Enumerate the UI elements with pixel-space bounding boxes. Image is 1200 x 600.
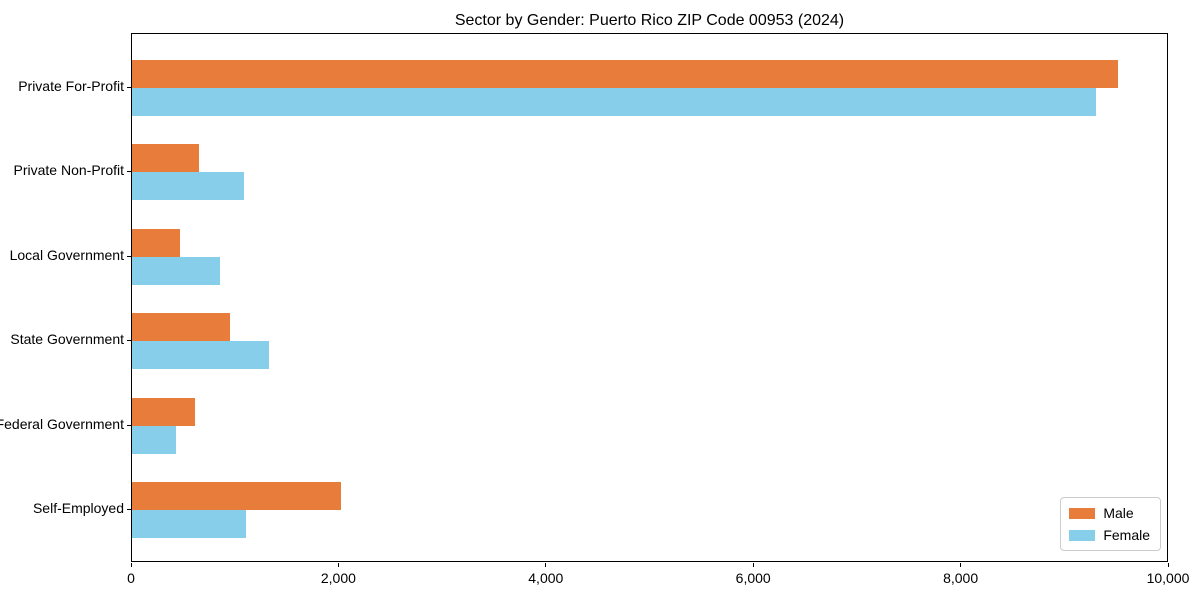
bar-female-private-non-profit [132,172,244,201]
x-tick-label-2000: 2,000 [320,570,356,586]
x-tick-label-8000: 8,000 [943,570,979,586]
legend-swatch-male-icon [1069,507,1096,519]
legend-label-female: Female [1103,527,1150,543]
x-tick-mark [337,563,339,567]
y-tick-mark [127,255,131,257]
x-tick-label-4000: 4,000 [528,570,564,586]
y-tick-label-federal-government: Federal Government [0,415,124,432]
bar-male-private-for-profit [132,60,1119,88]
bar-female-self-employed [132,510,246,538]
bar-female-local-government [132,256,220,285]
bar-female-federal-government [132,425,176,454]
bar-male-state-government [132,313,230,342]
bar-male-self-employed [132,482,341,510]
legend-item-male: Male [1069,505,1150,521]
x-tick-mark [752,563,754,567]
chart-title: Sector by Gender: Puerto Rico ZIP Code 0… [454,12,845,29]
x-tick-label-0: 0 [127,570,135,586]
bar-male-federal-government [132,397,195,426]
bar-female-state-government [132,341,269,370]
x-tick-label-6000: 6,000 [735,570,771,586]
y-tick-label-state-government: State Government [10,331,124,348]
legend: Male Female [1060,497,1161,551]
x-tick-mark [1167,563,1169,567]
y-tick-mark [127,171,131,173]
x-tick-mark [130,563,132,567]
y-tick-mark [127,424,131,426]
x-tick-label-10000: 10,000 [1146,570,1190,586]
y-tick-mark [127,87,131,88]
x-tick-mark [545,563,547,567]
legend-label-male: Male [1103,505,1134,521]
y-tick-label-local-government: Local Government [9,246,124,263]
bar-female-private-for-profit [132,88,1096,116]
y-tick-label-private-non-profit: Private Non-Profit [13,162,124,179]
bar-male-local-government [132,228,181,257]
y-tick-label-private-for-profit: Private For-Profit [18,78,124,94]
plot-area: Male Female [131,33,1168,562]
legend-swatch-female-icon [1069,529,1096,541]
y-tick-label-self-employed: Self-Employed [32,500,124,516]
bar-male-private-non-profit [132,144,199,173]
y-tick-mark [127,509,131,510]
y-tick-mark [127,340,131,342]
legend-item-female: Female [1069,527,1150,543]
x-tick-mark [960,563,962,567]
